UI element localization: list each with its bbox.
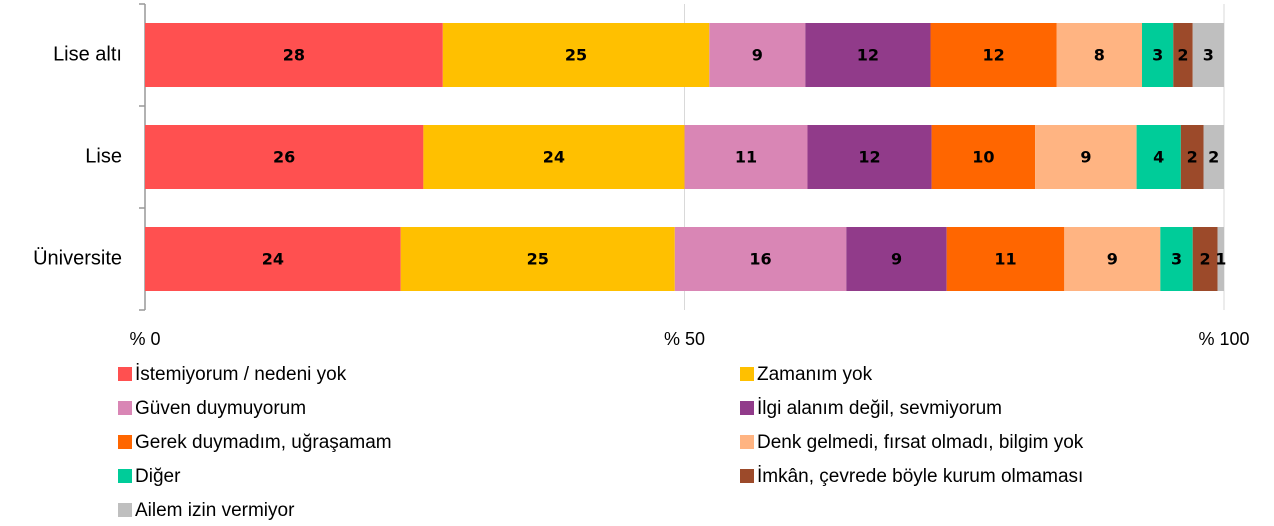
data-label: 3 [1152,46,1163,65]
data-label: 11 [735,148,757,167]
legend-label: Diğer [135,466,181,487]
legend-swatch [118,367,132,381]
data-label: 16 [749,250,771,269]
data-label: 12 [983,46,1005,65]
x-tick-label: % 100 [1198,329,1249,349]
bar-segment [145,227,401,291]
category-label: Üniversite [33,247,122,269]
bar-segment [1173,23,1193,87]
bar-segment [1203,125,1224,189]
bar-segment [1192,227,1218,291]
x-tick-label: % 50 [664,329,705,349]
data-label: 11 [994,250,1016,269]
legend-swatch [118,503,132,517]
bar-segment [930,23,1057,87]
data-label: 25 [527,250,549,269]
bar-segment [145,125,424,189]
legend-swatch [118,435,132,449]
category-label: Lise [85,145,122,167]
bar-segment [805,23,931,87]
bar-segment [400,227,675,291]
data-label: 24 [543,148,565,167]
bar-segment [1136,125,1181,189]
bar-segment [846,227,947,291]
data-label: 9 [752,46,763,65]
legend-label: İmkân, çevrede böyle kurum olmaması [757,466,1083,487]
bar-segment [1192,23,1224,87]
data-label: 4 [1153,148,1164,167]
data-label: 26 [273,148,295,167]
data-label: 2 [1177,46,1188,65]
bar-segment [674,227,847,291]
data-label: 9 [891,250,902,269]
data-label: 9 [1080,148,1091,167]
legend-swatch [740,435,754,449]
bar-segment [442,23,710,87]
data-label: 9 [1107,250,1118,269]
legend-swatch [740,367,754,381]
data-label: 3 [1203,46,1214,65]
legend-label: İlgi alanım değil, sevmiyorum [757,398,1002,419]
data-label: 24 [262,250,284,269]
data-label: 10 [972,148,994,167]
data-label: 2 [1208,148,1219,167]
bar-segment [1035,125,1137,189]
data-label: 12 [857,46,879,65]
bar-segment [1056,23,1142,87]
bar-segment [946,227,1065,291]
bar-segment [684,125,808,189]
data-label: 2 [1187,148,1198,167]
legend-label: Ailem izin vermiyor [135,500,295,521]
data-label: 8 [1094,46,1105,65]
legend-label: Denk gelmedi, fırsat olmadı, bilgim yok [757,432,1084,453]
bar-segment [931,125,1036,189]
bar-segment [1160,227,1193,291]
bar-segment [1064,227,1161,291]
bar-segment [709,23,806,87]
legend-label: Gerek duymadım, uğraşamam [135,432,392,453]
bar-segment [1217,227,1224,291]
legend-swatch [740,401,754,415]
bar-segment [145,23,443,87]
legend-swatch [740,469,754,483]
data-label: 3 [1171,250,1182,269]
legend-swatch [118,401,132,415]
x-tick-label: % 0 [129,329,160,349]
bar-segment [423,125,685,189]
bar-segment [807,125,932,189]
legend-label: Zamanım yok [757,364,873,385]
legend-swatch [118,469,132,483]
data-label: 28 [283,46,305,65]
legend-label: Güven duymuyorum [135,398,306,419]
bar-segment [1180,125,1204,189]
bar-segment [1141,23,1174,87]
data-label: 25 [565,46,587,65]
category-label: Lise altı [53,43,122,65]
data-label: 12 [858,148,880,167]
legend-label: İstemiyorum / nedeni yok [135,364,347,385]
data-label: 1 [1215,250,1226,269]
data-label: 2 [1200,250,1211,269]
